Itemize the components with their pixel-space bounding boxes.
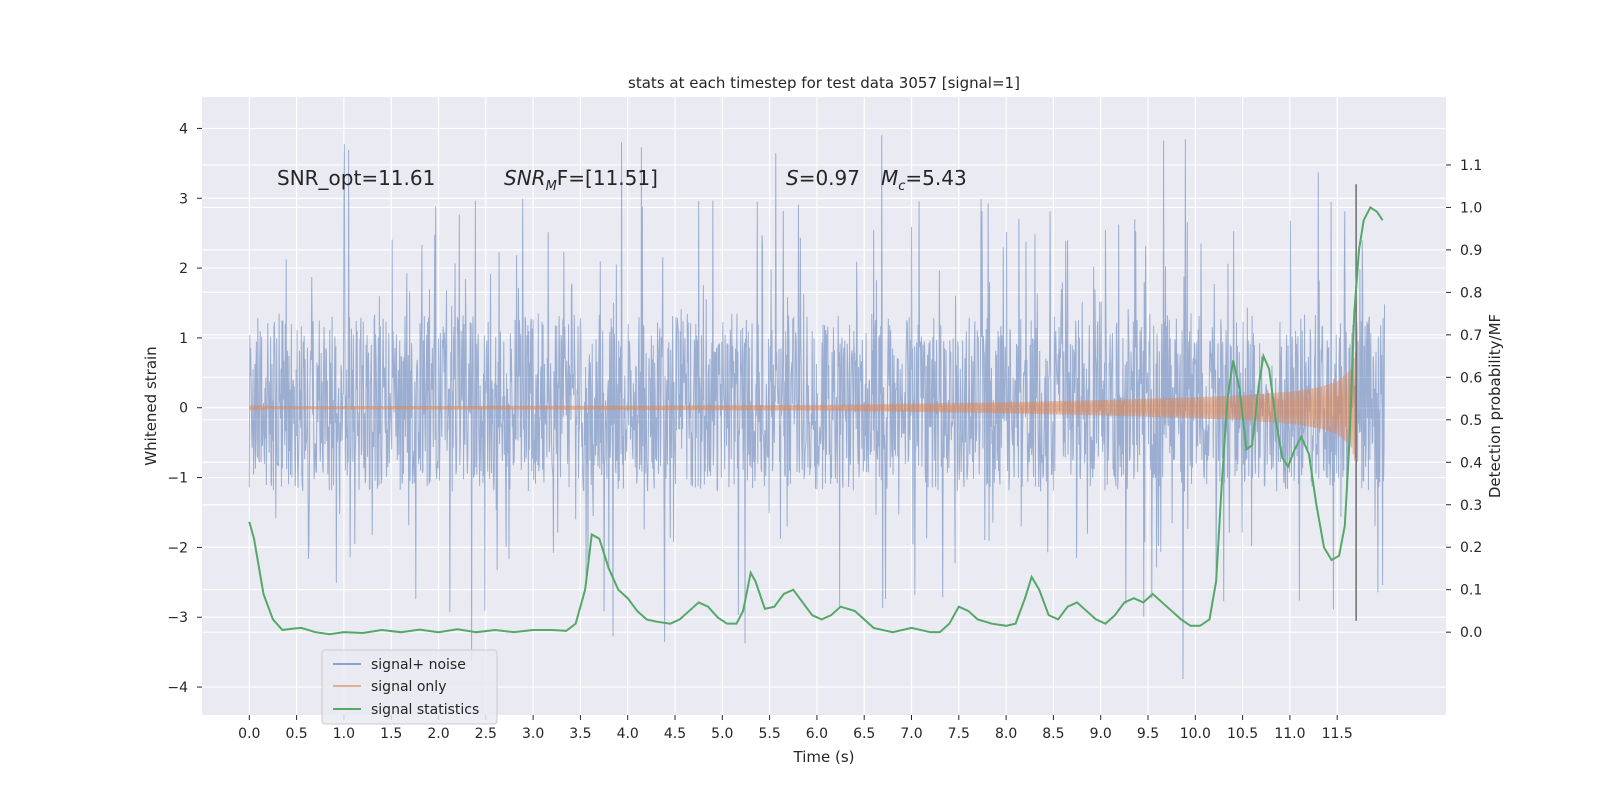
legend-label-signal-statistics: signal statistics bbox=[371, 702, 479, 718]
x-tick-label-13: 6.5 bbox=[853, 726, 875, 742]
x-tick-label-1: 0.5 bbox=[285, 726, 307, 742]
signal-only-trace bbox=[248, 351, 1357, 468]
x-tick-label-15: 7.5 bbox=[948, 726, 970, 742]
y-left-tick-label-0: −4 bbox=[167, 680, 188, 696]
legend-label-signal-noise: signal+ noise bbox=[371, 657, 466, 673]
y-left-tick-label-7: 3 bbox=[179, 191, 188, 207]
x-tick-label-3: 1.5 bbox=[380, 726, 402, 742]
x-ticks: 0.0 0.5 1.0 1.5 2.0 2.5 3.0 3.5 4.0 4.5 5.0 5.5 6.0 6… bbox=[238, 715, 1353, 742]
y-right-tick-label-8: 0.8 bbox=[1460, 285, 1482, 301]
snr-mf-rest: F=[11.51] bbox=[557, 166, 658, 190]
y-right-tick-label-0: 0.0 bbox=[1460, 625, 1482, 641]
signal-noise-trace bbox=[248, 135, 1386, 680]
x-tick-label-19: 9.5 bbox=[1137, 726, 1159, 742]
x-tick-label-18: 9.0 bbox=[1090, 726, 1112, 742]
y-left-tick-label-5: 1 bbox=[179, 331, 188, 347]
x-tick-label-16: 8.0 bbox=[995, 726, 1017, 742]
y-right-ticks: 0.0 0.1 0.2 0.3 0.4 0.5 0.6 0.7 0.8 0.9 1.0 1.1 bbox=[1446, 158, 1482, 641]
x-tick-label-2: 1.0 bbox=[333, 726, 355, 742]
legend: signal+ noise signal only signal statist… bbox=[321, 649, 498, 725]
s-symbol: S bbox=[786, 166, 799, 190]
y-left-tick-label-6: 2 bbox=[179, 261, 188, 277]
y-left-tick-label-8: 4 bbox=[179, 121, 188, 137]
annotations: SNR_opt=11.61 SNRMF=[11.51] S=0.97 Mc=5.… bbox=[277, 166, 967, 194]
x-tick-label-7: 3.5 bbox=[569, 726, 591, 742]
x-tick-label-8: 4.0 bbox=[617, 726, 639, 742]
y-left-ticks: −4 −3 −2 −1 0 1 2 3 4 bbox=[167, 121, 202, 696]
x-tick-label-20: 10.0 bbox=[1180, 726, 1211, 742]
mc-base: M bbox=[881, 166, 898, 190]
snr-opt-annotation: SNR_opt=11.61 bbox=[277, 166, 435, 190]
x-tick-label-12: 6.0 bbox=[806, 726, 828, 742]
y-left-tick-label-4: 0 bbox=[179, 401, 188, 417]
signal-statistics-line bbox=[248, 205, 1384, 636]
x-tick-label-23: 11.5 bbox=[1322, 726, 1353, 742]
x-tick-label-21: 10.5 bbox=[1227, 726, 1258, 742]
legend-box bbox=[321, 649, 498, 725]
snr-mf-sub: M bbox=[546, 179, 557, 194]
x-tick-label-0: 0.0 bbox=[238, 726, 260, 742]
mc-value: =5.43 bbox=[905, 166, 966, 190]
chart-title: stats at each timestep for test data 305… bbox=[628, 74, 1020, 92]
y-right-tick-label-2: 0.2 bbox=[1460, 540, 1482, 556]
x-axis-label: Time (s) bbox=[793, 748, 855, 766]
y-right-tick-label-5: 0.5 bbox=[1460, 413, 1482, 429]
y-right-axis-label: Detection probability/MF bbox=[1486, 314, 1504, 498]
y-right-tick-label-9: 0.9 bbox=[1460, 243, 1482, 259]
s-annotation: S=0.97 bbox=[786, 166, 860, 190]
signal-statistics-layer bbox=[248, 184, 1384, 636]
y-right-tick-label-10: 1.0 bbox=[1460, 200, 1482, 216]
y-left-axis-label: Whitened strain bbox=[142, 346, 160, 465]
legend-label-signal-only: signal only bbox=[371, 679, 446, 695]
x-tick-label-22: 11.0 bbox=[1274, 726, 1305, 742]
y-left-tick-label-3: −1 bbox=[167, 471, 188, 487]
snr-mf-annotation: SNRMF=[11.51] bbox=[504, 166, 658, 194]
y-left-tick-label-1: −3 bbox=[167, 610, 188, 626]
x-tick-label-17: 8.5 bbox=[1042, 726, 1064, 742]
y-right-tick-label-11: 1.1 bbox=[1460, 158, 1482, 174]
snr-mf-base: SNR bbox=[504, 166, 546, 190]
y-right-tick-label-1: 0.1 bbox=[1460, 583, 1482, 599]
x-tick-label-5: 2.5 bbox=[475, 726, 497, 742]
y-right-tick-label-4: 0.4 bbox=[1460, 455, 1482, 471]
x-tick-label-14: 7.0 bbox=[900, 726, 922, 742]
signal-noise-layer bbox=[248, 135, 1386, 680]
signal-only-layer bbox=[248, 351, 1357, 468]
y-right-tick-label-6: 0.6 bbox=[1460, 370, 1482, 386]
x-tick-label-6: 3.0 bbox=[522, 726, 544, 742]
x-tick-label-11: 5.5 bbox=[758, 726, 780, 742]
y-right-tick-label-7: 0.7 bbox=[1460, 328, 1482, 344]
y-left-tick-label-2: −2 bbox=[167, 540, 188, 556]
x-tick-label-10: 5.0 bbox=[711, 726, 733, 742]
mc-annotation: Mc=5.43 bbox=[881, 166, 967, 194]
y-right-tick-label-3: 0.3 bbox=[1460, 498, 1482, 514]
mc-sub: c bbox=[898, 179, 905, 194]
x-tick-label-9: 4.5 bbox=[664, 726, 686, 742]
s-value: =0.97 bbox=[799, 166, 860, 190]
x-tick-label-4: 2.0 bbox=[427, 726, 449, 742]
